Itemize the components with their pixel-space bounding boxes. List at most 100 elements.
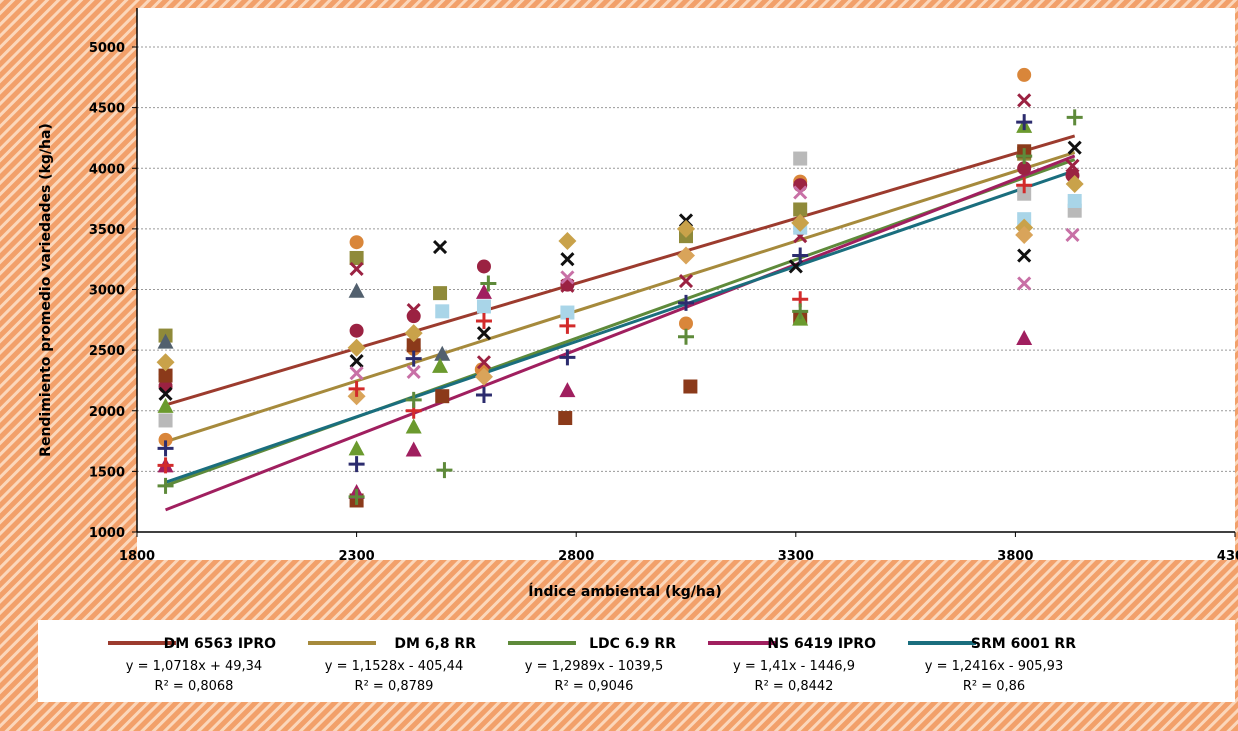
trendline bbox=[165, 154, 1076, 512]
legend-r2: R² = 0,8789 bbox=[355, 679, 434, 694]
y-axis-title: Rendimiento promedio variedades (kg/ha) bbox=[38, 123, 54, 457]
y-tick-label: 1500 bbox=[89, 465, 125, 480]
data-point bbox=[156, 353, 175, 372]
y-tick-label: 2000 bbox=[89, 405, 125, 420]
data-point bbox=[793, 178, 808, 193]
trendline bbox=[165, 134, 1076, 407]
x-tick-label: 3800 bbox=[997, 549, 1033, 564]
data-point bbox=[678, 294, 694, 311]
legend-equation: y = 1,1528x - 405,44 bbox=[325, 659, 463, 674]
data-point bbox=[558, 411, 573, 426]
data-point bbox=[475, 283, 492, 299]
data-point bbox=[480, 275, 497, 292]
data-point bbox=[1066, 109, 1083, 126]
data-point bbox=[432, 357, 449, 373]
data-point bbox=[560, 252, 575, 267]
data-point bbox=[349, 235, 364, 250]
data-point bbox=[1016, 114, 1033, 131]
trendline bbox=[165, 169, 1076, 484]
data-point bbox=[435, 389, 450, 404]
legend-equation: y = 1,2416x - 905,93 bbox=[925, 659, 1063, 674]
data-point bbox=[157, 477, 174, 494]
axes bbox=[132, 8, 1236, 537]
y-tick-label: 2500 bbox=[89, 344, 125, 359]
data-point bbox=[348, 380, 365, 397]
legend-series-name: LDC 6.9 RR bbox=[589, 636, 676, 652]
data-point bbox=[678, 328, 694, 345]
legend-r2: R² = 0,9046 bbox=[555, 679, 634, 694]
data-point bbox=[348, 282, 365, 298]
data-point bbox=[435, 304, 450, 319]
data-point bbox=[432, 240, 448, 255]
data-point bbox=[157, 457, 174, 474]
data-point bbox=[1065, 227, 1080, 242]
data-point bbox=[793, 185, 808, 200]
data-point bbox=[791, 213, 810, 232]
data-point bbox=[559, 382, 576, 398]
data-point bbox=[1017, 93, 1032, 108]
data-point bbox=[1017, 186, 1032, 201]
data-point bbox=[474, 367, 493, 386]
data-point bbox=[405, 350, 422, 367]
data-point bbox=[1065, 158, 1080, 173]
data-point bbox=[405, 441, 422, 457]
data-point bbox=[348, 440, 365, 456]
data-point bbox=[476, 259, 491, 274]
data-point bbox=[157, 440, 174, 457]
data-point bbox=[678, 273, 694, 289]
data-point bbox=[793, 151, 808, 166]
legend-equation: y = 1,2989x - 1039,5 bbox=[525, 659, 663, 674]
data-point bbox=[405, 418, 422, 434]
data-point bbox=[348, 488, 365, 505]
data-point bbox=[560, 270, 575, 285]
data-point bbox=[348, 456, 365, 473]
data-point bbox=[434, 345, 451, 361]
legend-equation: y = 1,0718x + 49,34 bbox=[126, 659, 262, 674]
data-point bbox=[560, 305, 575, 320]
data-point bbox=[157, 333, 174, 349]
data-point bbox=[158, 386, 173, 401]
data-point bbox=[406, 364, 421, 380]
legend-series-name: SRM 6001 RR bbox=[971, 636, 1076, 652]
data-point bbox=[405, 391, 422, 408]
data-point bbox=[349, 353, 364, 369]
data-point bbox=[677, 246, 695, 265]
x-tick-label: 3300 bbox=[778, 549, 814, 564]
legend-r2: R² = 0,86 bbox=[963, 679, 1025, 694]
data-point bbox=[792, 303, 809, 320]
legend-series-name: DM 6563 IPRO bbox=[164, 636, 277, 652]
data-point bbox=[406, 338, 421, 353]
y-tick-label: 5000 bbox=[89, 41, 125, 56]
data-point bbox=[1017, 161, 1032, 176]
data-point bbox=[158, 368, 173, 383]
data-point bbox=[475, 313, 492, 330]
data-point bbox=[1017, 67, 1032, 82]
data-point bbox=[1015, 225, 1034, 244]
data-point bbox=[677, 219, 695, 238]
data-point bbox=[433, 286, 448, 301]
x-tick-label: 2300 bbox=[339, 549, 375, 564]
data-point bbox=[476, 355, 492, 370]
y-tick-label: 3000 bbox=[89, 284, 125, 299]
x-axis-title: Índice ambiental (kg/ha) bbox=[528, 583, 721, 600]
data-point bbox=[683, 379, 698, 394]
data-point bbox=[793, 202, 808, 217]
data-point bbox=[1016, 148, 1033, 165]
data-point bbox=[1065, 175, 1084, 194]
data-point bbox=[406, 303, 421, 318]
y-tick-label: 1000 bbox=[89, 526, 125, 541]
data-point bbox=[436, 462, 453, 479]
data-point bbox=[158, 432, 173, 447]
data-points bbox=[156, 67, 1084, 508]
data-point bbox=[475, 386, 492, 403]
data-point bbox=[1067, 193, 1082, 208]
plot-panel bbox=[137, 8, 1235, 560]
legend-equation: y = 1,41x - 1446,9 bbox=[733, 659, 855, 674]
data-point bbox=[476, 299, 491, 314]
legend-r2: R² = 0,8442 bbox=[755, 679, 834, 694]
y-tick-label: 4500 bbox=[89, 102, 125, 117]
x-tick-label: 2800 bbox=[558, 549, 594, 564]
trendlines bbox=[165, 134, 1076, 512]
